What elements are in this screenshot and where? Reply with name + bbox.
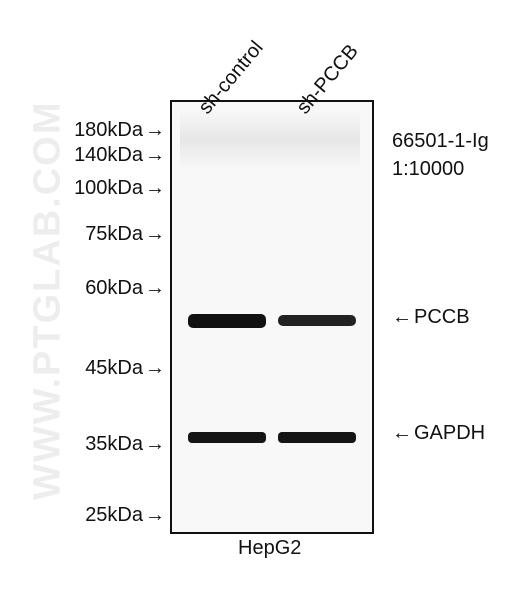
mw-marker-label: 100kDa→ (0, 177, 165, 200)
band-label: ←PCCB (392, 306, 470, 329)
protein-band (278, 315, 356, 326)
arrow-right-icon: → (145, 504, 165, 527)
mw-marker-label: 180kDa→ (0, 119, 165, 142)
mw-marker-label: 75kDa→ (0, 223, 165, 246)
band-label-text: GAPDH (414, 422, 485, 444)
band-label-text: PCCB (414, 306, 470, 328)
mw-text: 100kDa (74, 177, 143, 199)
mw-text: 45kDa (85, 357, 143, 379)
arrow-right-icon: → (145, 277, 165, 300)
mw-marker-label: 35kDa→ (0, 433, 165, 456)
arrow-right-icon: → (145, 223, 165, 246)
mw-text: 35kDa (85, 433, 143, 455)
mw-text: 25kDa (85, 504, 143, 526)
antibody-id-label: 66501-1-Ig (392, 130, 489, 153)
mw-text: 60kDa (85, 277, 143, 299)
lane-smear (180, 110, 360, 170)
band-label: ←GAPDH (392, 422, 485, 445)
protein-band (188, 314, 266, 328)
arrow-right-icon: → (145, 119, 165, 142)
mw-text: 140kDa (74, 144, 143, 166)
arrow-right-icon: → (145, 177, 165, 200)
mw-marker-label: 25kDa→ (0, 504, 165, 527)
arrow-right-icon: → (145, 357, 165, 380)
cell-line-label: HepG2 (238, 537, 301, 560)
protein-band (278, 432, 356, 443)
arrow-right-icon: → (145, 144, 165, 167)
arrow-right-icon: → (145, 433, 165, 456)
mw-text: 180kDa (74, 119, 143, 141)
mw-text: 75kDa (85, 223, 143, 245)
protein-band (188, 432, 266, 443)
mw-marker-label: 140kDa→ (0, 144, 165, 167)
arrow-left-icon: ← (392, 306, 412, 329)
mw-marker-label: 60kDa→ (0, 277, 165, 300)
arrow-left-icon: ← (392, 422, 412, 445)
mw-marker-label: 45kDa→ (0, 357, 165, 380)
figure-canvas: { "watermark": "WWW.PTGLAB.COM", "membra… (0, 0, 530, 600)
dilution-label: 1:10000 (392, 158, 464, 181)
